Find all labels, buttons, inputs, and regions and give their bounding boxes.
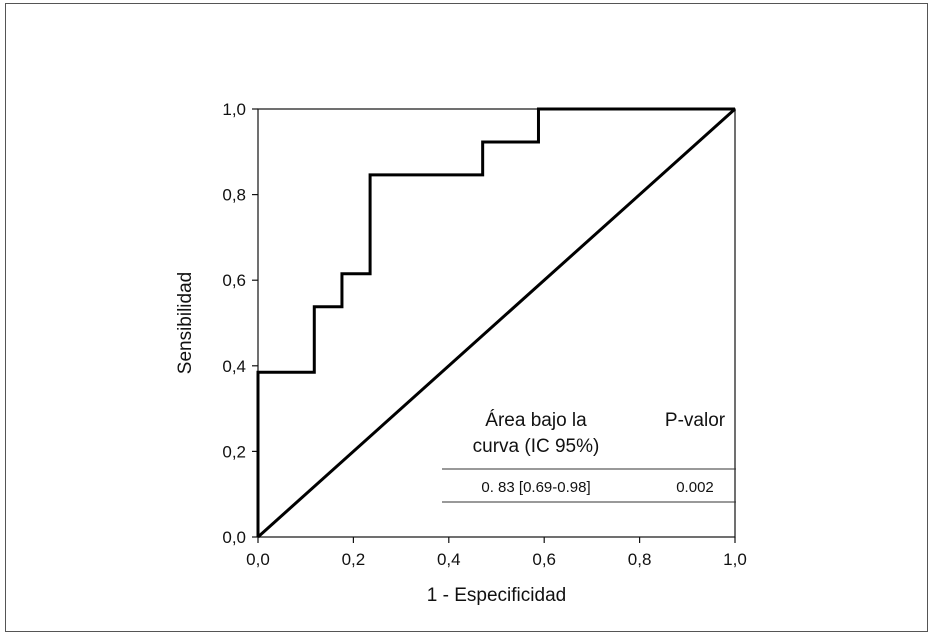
- y-tick-label: 0,0: [222, 528, 246, 547]
- y-tick-label: 0,2: [222, 442, 246, 461]
- x-tick-label: 0,6: [532, 550, 556, 569]
- x-tick-label: 0,0: [246, 550, 270, 569]
- pvalue-header: P-valor: [665, 410, 726, 431]
- series-layer: [256, 107, 737, 539]
- auc-table: Área bajo la curva (IC 95%) P-valor 0. 8…: [442, 410, 736, 503]
- x-tick-label: 0,4: [437, 550, 461, 569]
- y-axis: 0,0 0,2 0,4 0,6 0,8 1,0: [222, 100, 258, 547]
- figure-frame: 0,0 0,2 0,4 0,6 0,8 1,0 0,0 0,2 0,4 0,6 0,8 1,0 1 …: [5, 3, 928, 632]
- reference-diagonal-line: [256, 107, 737, 539]
- x-axis-label: 1 - Especificidad: [427, 585, 566, 606]
- y-tick-label: 0,4: [222, 357, 246, 376]
- x-tick-label: 1,0: [723, 550, 747, 569]
- roc-chart: 0,0 0,2 0,4 0,6 0,8 1,0 0,0 0,2 0,4 0,6 0,8 1,0 1 …: [175, 100, 747, 606]
- plot-area: [257, 108, 736, 538]
- plot-box: [257, 108, 736, 538]
- y-tick-label: 1,0: [222, 100, 246, 119]
- x-tick-label: 0,8: [628, 550, 652, 569]
- x-axis: 0,0 0,2 0,4 0,6 0,8 1,0: [246, 537, 747, 569]
- y-axis-label: Sensibilidad: [175, 272, 196, 374]
- x-tick-label: 0,2: [342, 550, 366, 569]
- auc-header-line1: Área bajo la: [485, 410, 587, 431]
- y-tick-label: 0,8: [222, 186, 246, 205]
- auc-header-line2: curva (IC 95%): [473, 436, 600, 457]
- pvalue-value: 0.002: [676, 479, 714, 496]
- auc-value: 0. 83 [0.69-0.98]: [481, 479, 590, 496]
- roc-curve-line: [256, 107, 735, 537]
- y-tick-label: 0,6: [222, 271, 246, 290]
